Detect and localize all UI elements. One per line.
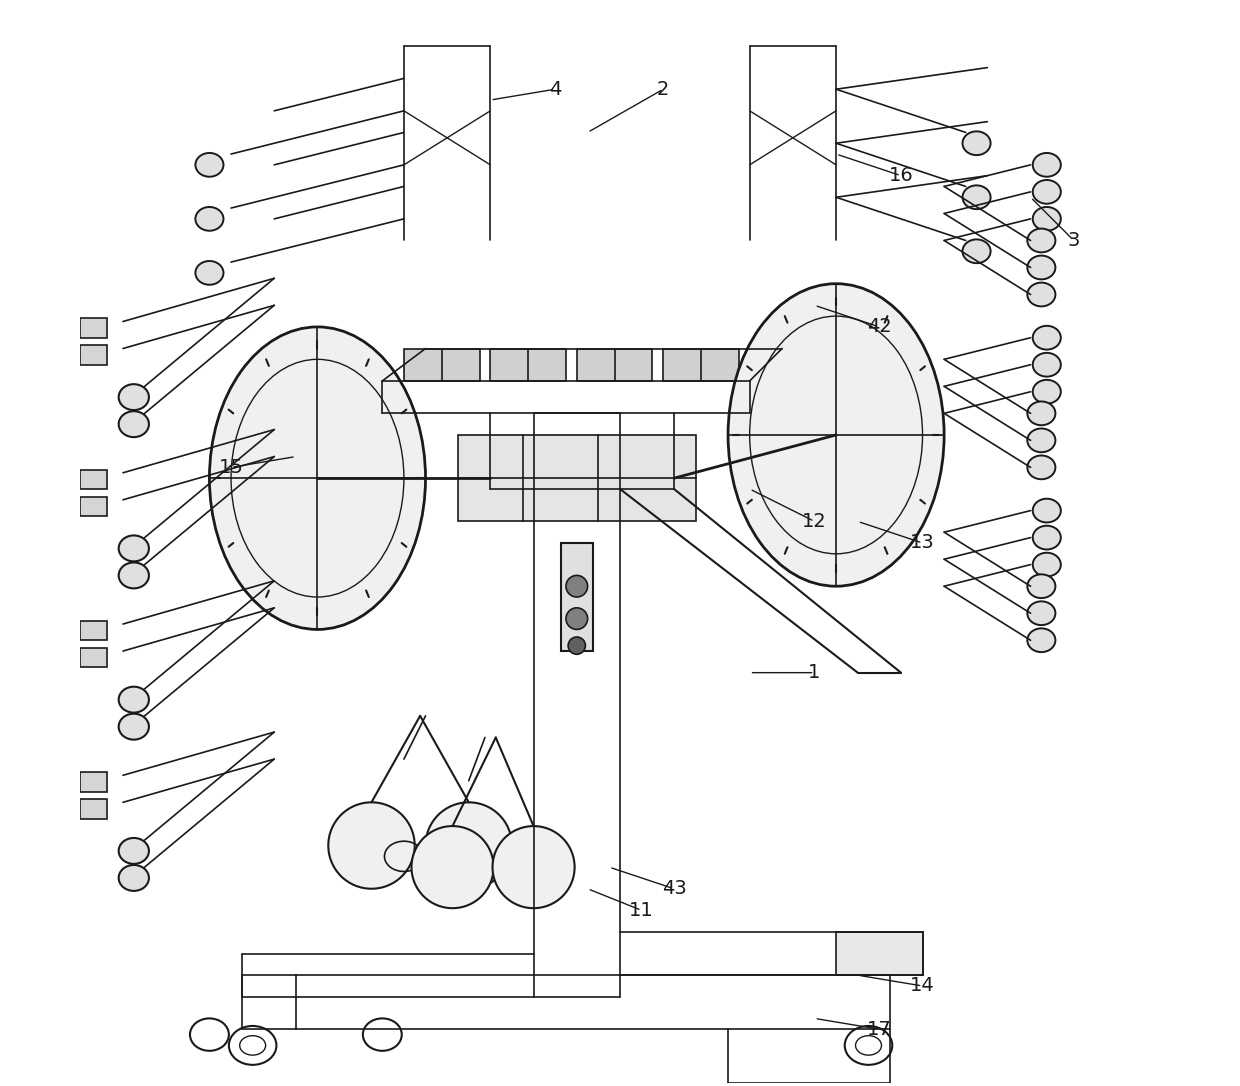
Bar <box>79 496 107 516</box>
Ellipse shape <box>1033 153 1061 177</box>
Text: 4: 4 <box>549 79 562 99</box>
Text: 3: 3 <box>1068 231 1080 250</box>
Ellipse shape <box>412 826 494 908</box>
Ellipse shape <box>196 207 223 230</box>
Ellipse shape <box>1027 602 1055 626</box>
Ellipse shape <box>1033 380 1061 404</box>
Bar <box>404 349 480 381</box>
Ellipse shape <box>1033 207 1061 230</box>
Ellipse shape <box>119 686 149 712</box>
Ellipse shape <box>1027 574 1055 598</box>
Bar <box>79 318 107 338</box>
Ellipse shape <box>568 637 585 654</box>
Ellipse shape <box>962 239 991 263</box>
Ellipse shape <box>492 826 574 908</box>
Ellipse shape <box>1027 455 1055 479</box>
Ellipse shape <box>119 838 149 863</box>
Ellipse shape <box>119 714 149 740</box>
Ellipse shape <box>728 283 944 586</box>
Bar <box>663 349 739 381</box>
Ellipse shape <box>1027 629 1055 652</box>
Ellipse shape <box>1033 180 1061 204</box>
Ellipse shape <box>119 864 149 891</box>
Ellipse shape <box>329 803 414 888</box>
Ellipse shape <box>1033 498 1061 522</box>
Bar <box>560 543 593 651</box>
Ellipse shape <box>1033 353 1061 377</box>
Text: 16: 16 <box>889 166 914 185</box>
Bar <box>79 469 107 489</box>
Ellipse shape <box>962 186 991 210</box>
Ellipse shape <box>962 131 991 155</box>
Text: 12: 12 <box>802 512 827 531</box>
Bar <box>79 799 107 819</box>
Bar <box>458 435 696 521</box>
Ellipse shape <box>425 803 512 888</box>
Bar <box>577 349 652 381</box>
Ellipse shape <box>1027 429 1055 452</box>
Bar <box>79 648 107 667</box>
Ellipse shape <box>1033 526 1061 550</box>
Ellipse shape <box>119 563 149 589</box>
Ellipse shape <box>119 384 149 411</box>
Ellipse shape <box>196 153 223 177</box>
Text: 43: 43 <box>662 880 687 898</box>
Ellipse shape <box>1033 553 1061 577</box>
Ellipse shape <box>1027 402 1055 426</box>
Text: 42: 42 <box>867 317 892 337</box>
Text: 15: 15 <box>218 458 243 477</box>
Ellipse shape <box>1033 326 1061 350</box>
Bar <box>79 345 107 365</box>
Ellipse shape <box>119 412 149 438</box>
Ellipse shape <box>210 327 425 630</box>
Ellipse shape <box>565 576 588 597</box>
Ellipse shape <box>1027 255 1055 279</box>
Ellipse shape <box>1027 282 1055 306</box>
Ellipse shape <box>196 261 223 285</box>
Ellipse shape <box>1027 228 1055 252</box>
Bar <box>836 932 923 975</box>
Text: 17: 17 <box>867 1020 892 1038</box>
Bar <box>490 349 565 381</box>
Text: 1: 1 <box>808 664 821 682</box>
Bar <box>79 772 107 792</box>
Text: 11: 11 <box>629 901 653 920</box>
Text: 14: 14 <box>910 976 935 996</box>
Ellipse shape <box>119 535 149 561</box>
Ellipse shape <box>565 608 588 630</box>
Text: 13: 13 <box>910 533 935 553</box>
Text: 2: 2 <box>657 79 670 99</box>
Bar <box>79 621 107 641</box>
